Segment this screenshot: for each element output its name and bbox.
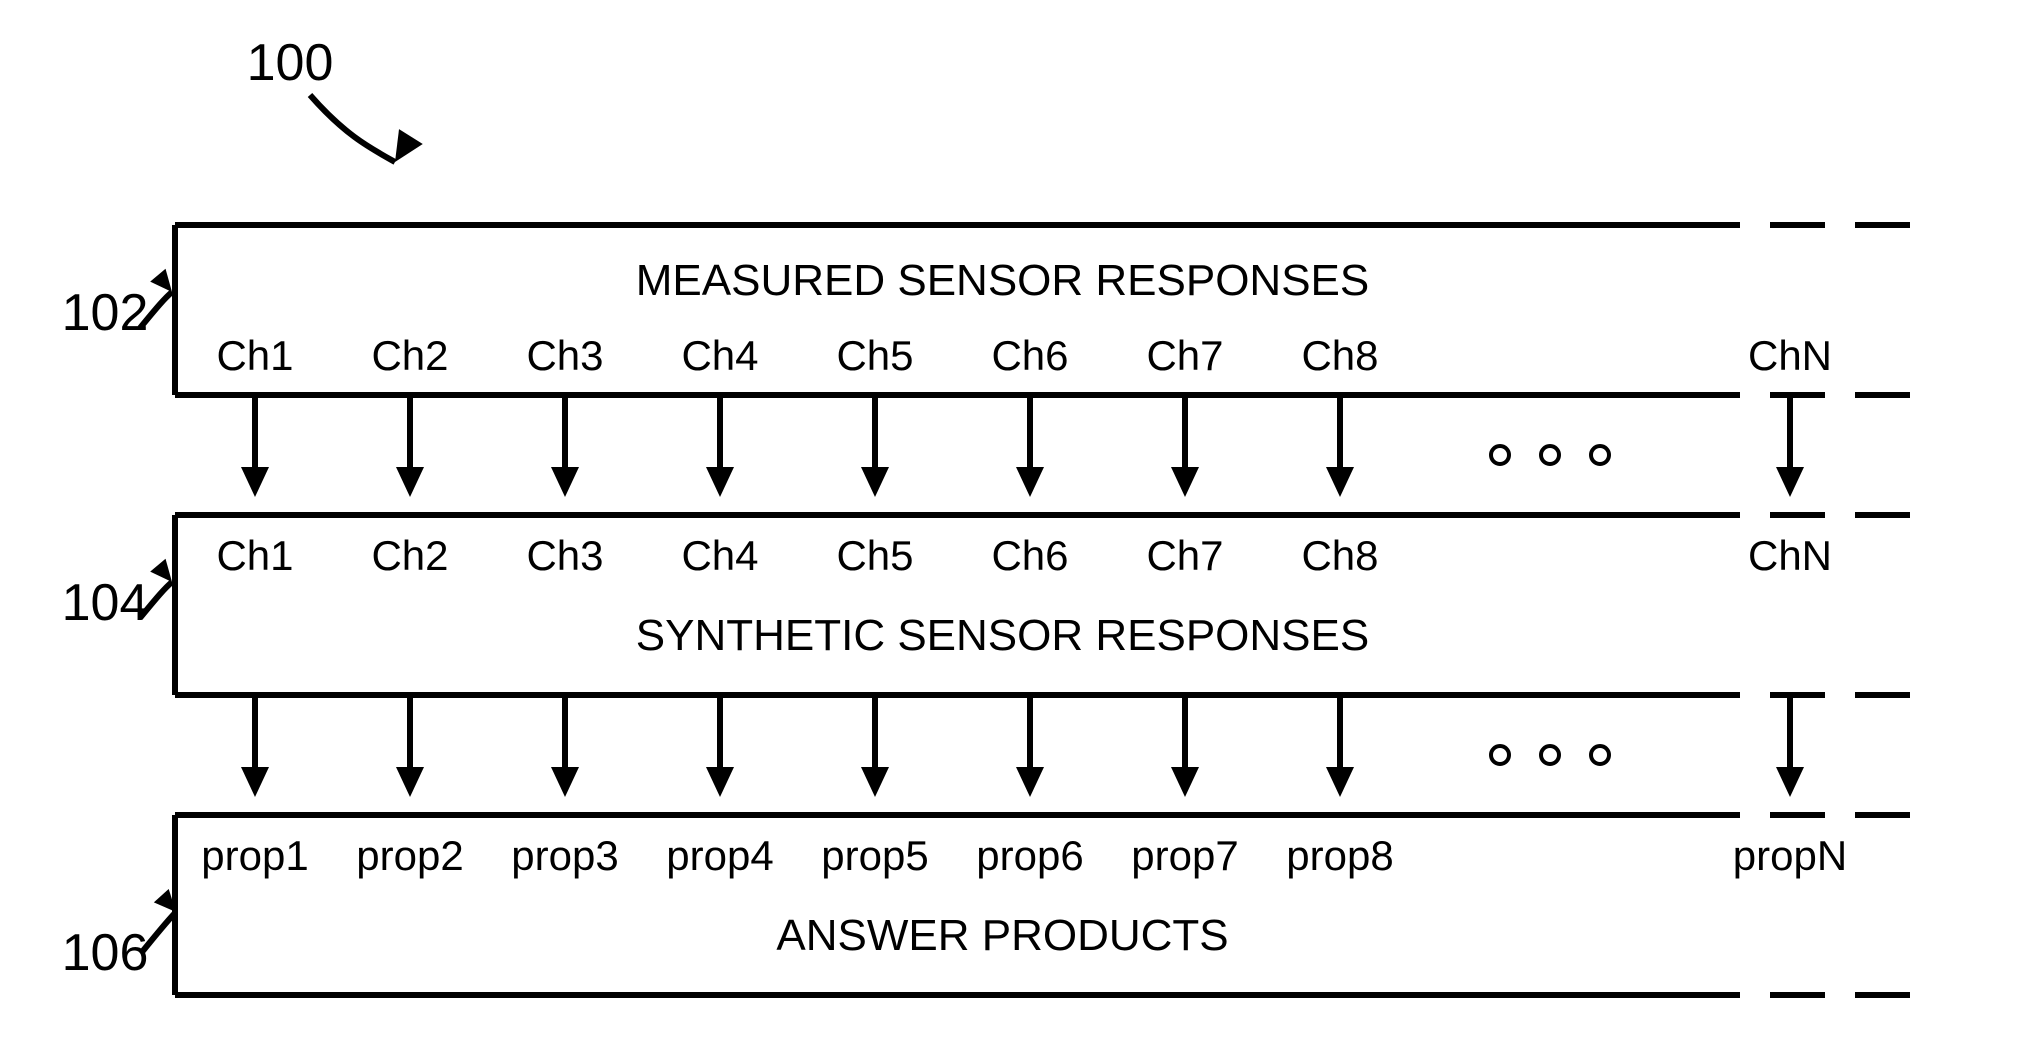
arrow-head xyxy=(396,467,424,497)
arrow-head xyxy=(861,467,889,497)
figure-ref-100: 100 xyxy=(247,34,334,92)
arrow-head xyxy=(1776,467,1804,497)
arrow-head xyxy=(706,467,734,497)
channel-label: prop2 xyxy=(356,832,463,879)
channel-label: prop6 xyxy=(976,832,1083,879)
arrow-head xyxy=(1171,467,1199,497)
arrow-head xyxy=(706,767,734,797)
ellipsis-dot xyxy=(1541,746,1559,764)
channel-label: Ch2 xyxy=(371,532,448,579)
arrow-head xyxy=(241,467,269,497)
arrow-head xyxy=(551,767,579,797)
arrow-head xyxy=(1776,767,1804,797)
arrow-head xyxy=(241,767,269,797)
channel-label: prop8 xyxy=(1286,832,1393,879)
channel-label: prop7 xyxy=(1131,832,1238,879)
arrow-head xyxy=(1326,467,1354,497)
channel-label: propN xyxy=(1733,832,1847,879)
channel-label: Ch4 xyxy=(681,532,758,579)
channel-label: Ch6 xyxy=(991,532,1068,579)
ellipsis-dot xyxy=(1491,446,1509,464)
channel-label: prop3 xyxy=(511,832,618,879)
ellipsis-dot xyxy=(1591,446,1609,464)
channel-label: ChN xyxy=(1748,332,1832,379)
channel-label: prop4 xyxy=(666,832,773,879)
figure-ref: 106 xyxy=(62,924,149,982)
arrow-head xyxy=(861,767,889,797)
channel-label: Ch4 xyxy=(681,332,758,379)
channel-label: Ch8 xyxy=(1301,532,1378,579)
channel-label: Ch2 xyxy=(371,332,448,379)
arrow-head xyxy=(1326,767,1354,797)
box-title: MEASURED SENSOR RESPONSES xyxy=(636,256,1370,305)
arrow-head xyxy=(551,467,579,497)
leader-head xyxy=(154,889,184,919)
arrow-head xyxy=(1016,767,1044,797)
figure-ref: 102 xyxy=(62,284,149,342)
figure-ref: 104 xyxy=(62,574,149,632)
channel-label: Ch8 xyxy=(1301,332,1378,379)
ellipsis-dot xyxy=(1541,446,1559,464)
box-title: SYNTHETIC SENSOR RESPONSES xyxy=(636,611,1369,660)
arrow-head xyxy=(1171,767,1199,797)
channel-label: Ch5 xyxy=(836,532,913,579)
leader-curve xyxy=(310,95,395,162)
channel-label: Ch3 xyxy=(526,532,603,579)
channel-label: Ch1 xyxy=(216,332,293,379)
channel-label: Ch5 xyxy=(836,332,913,379)
arrow-head xyxy=(396,767,424,797)
ellipsis-dot xyxy=(1491,746,1509,764)
channel-label: prop5 xyxy=(821,832,928,879)
channel-label: ChN xyxy=(1748,532,1832,579)
channel-label: prop1 xyxy=(201,832,308,879)
arrow-head xyxy=(1016,467,1044,497)
channel-label: Ch7 xyxy=(1146,332,1223,379)
channel-label: Ch3 xyxy=(526,332,603,379)
channel-label: Ch1 xyxy=(216,532,293,579)
ellipsis-dot xyxy=(1591,746,1609,764)
leader-head xyxy=(383,129,423,169)
channel-label: Ch7 xyxy=(1146,532,1223,579)
channel-label: Ch6 xyxy=(991,332,1068,379)
box-title: ANSWER PRODUCTS xyxy=(776,911,1228,960)
